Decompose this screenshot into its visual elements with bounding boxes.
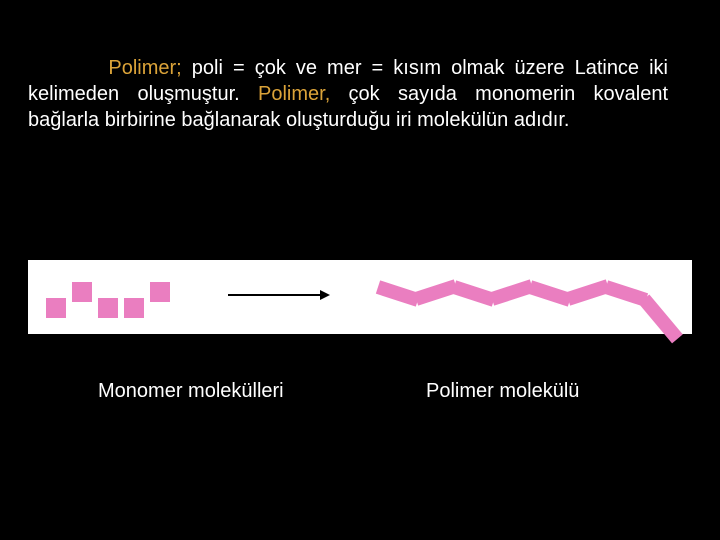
monomer-square: [72, 282, 92, 302]
monomer-square: [150, 282, 170, 302]
polymer-label: Polimer molekülü: [426, 380, 579, 403]
lead-keyword: Polimer;: [108, 57, 181, 79]
reaction-arrow: [228, 294, 328, 296]
polymer-segment: [639, 295, 683, 344]
monomer-square: [98, 298, 118, 318]
mid-keyword: Polimer,: [258, 83, 330, 105]
monomer-label: Monomer molekülleri: [98, 380, 284, 403]
monomer-square: [124, 298, 144, 318]
monomer-square: [46, 298, 66, 318]
definition-paragraph: Polimer; poli = çok ve mer = kısım olmak…: [28, 55, 668, 133]
diagram: [28, 260, 692, 334]
